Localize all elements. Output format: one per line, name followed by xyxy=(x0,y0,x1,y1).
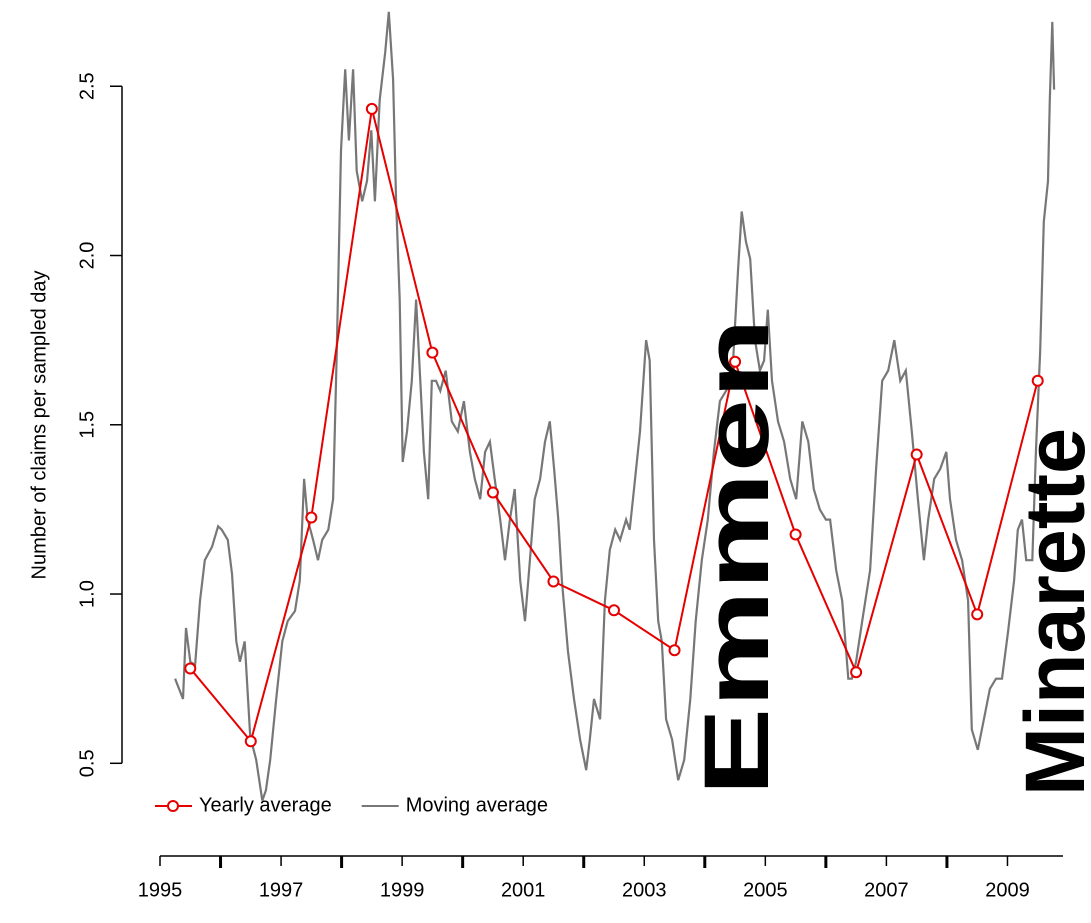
y-axis-title: Number of claims per sampled day xyxy=(28,270,50,579)
legend-marker xyxy=(167,800,179,812)
annotation: Minarette xyxy=(1008,428,1091,796)
x-tick-label: 2009 xyxy=(985,879,1030,901)
legend-label: Yearly average xyxy=(199,794,332,816)
x-tick-label: 1995 xyxy=(138,879,183,901)
x-tick-label: 2003 xyxy=(622,879,667,901)
point xyxy=(1031,374,1044,387)
series-line xyxy=(174,11,1056,801)
point xyxy=(486,486,499,499)
x-tick-label: 1997 xyxy=(259,879,304,901)
y-tick-label: 1.5 xyxy=(76,411,98,439)
y-tick-label: 1.0 xyxy=(76,580,98,608)
x-tick-label: 2001 xyxy=(501,879,546,901)
x-tick-label: 2005 xyxy=(743,879,788,901)
y-tick-label: 0.5 xyxy=(76,749,98,777)
point xyxy=(668,644,681,657)
point xyxy=(850,666,863,679)
point xyxy=(547,575,560,588)
x-tick-label: 1999 xyxy=(380,879,425,901)
point xyxy=(910,448,923,461)
x-tick-label: 2007 xyxy=(864,879,909,901)
point xyxy=(184,662,197,675)
annotation: Emmen xyxy=(686,318,788,796)
point xyxy=(608,604,620,617)
y-tick-label: 2.5 xyxy=(76,72,98,100)
point xyxy=(789,528,802,541)
point xyxy=(426,346,439,359)
point xyxy=(305,511,318,524)
point xyxy=(244,735,257,748)
y-tick-label: 2.0 xyxy=(76,242,98,270)
legend-label: Moving average xyxy=(406,794,548,816)
point xyxy=(971,608,984,621)
point xyxy=(729,355,742,368)
point xyxy=(365,102,378,115)
